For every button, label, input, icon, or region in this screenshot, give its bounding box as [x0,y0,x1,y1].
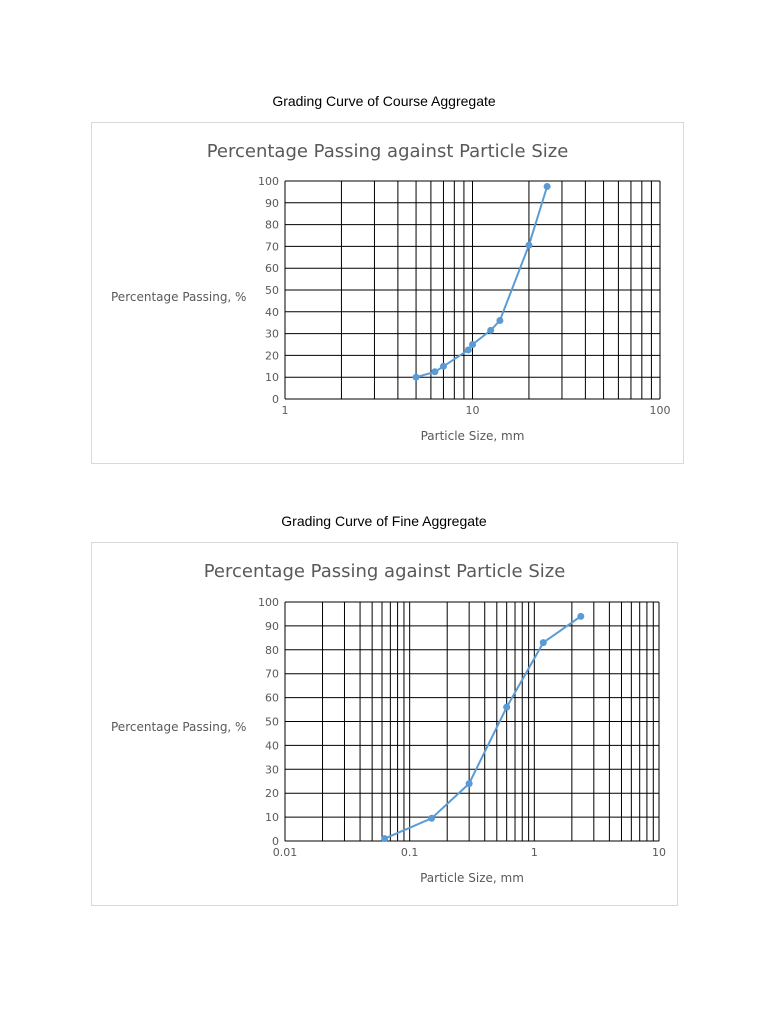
series-line [384,615,582,840]
y-tick-label: 20 [265,787,279,800]
y-tick-label: 60 [265,692,279,705]
x-tick-label: 1 [531,846,538,859]
y-tick-label: 90 [265,197,279,210]
y-tick-label: 90 [265,620,279,633]
y-tick-label: 70 [265,240,279,253]
data-point [543,182,551,190]
data-point [464,346,472,354]
data-point [439,362,447,370]
data-point [577,612,585,620]
data-point [465,780,473,788]
series-line [415,186,549,379]
x-tick-label: 0.1 [401,846,419,859]
y-tick-label: 60 [265,262,279,275]
y-tick-label: 0 [272,393,279,406]
y-axis-label: Percentage Passing, % [111,720,246,734]
y-tick-label: 10 [265,811,279,824]
x-axis-label: Particle Size, mm [420,871,524,885]
y-tick-label: 40 [265,306,279,319]
data-point [525,241,533,249]
coarse-aggregate-caption: Grading Curve of Course Aggregate [272,93,496,109]
data-point [428,814,436,822]
data-point [412,373,420,381]
y-tick-label: 10 [265,371,279,384]
y-tick-label: 80 [265,644,279,657]
x-tick-label: 1 [282,404,289,417]
chart-title: Percentage Passing against Particle Size [207,141,569,162]
y-tick-label: 0 [272,835,279,848]
data-point [431,368,439,376]
y-tick-label: 100 [258,175,279,188]
y-tick-label: 50 [265,716,279,729]
data-point [496,317,504,325]
y-tick-label: 30 [265,763,279,776]
y-tick-label: 70 [265,668,279,681]
y-tick-label: 50 [265,284,279,297]
data-point [539,639,547,647]
x-axis-label: Particle Size, mm [421,429,525,443]
chart-title: Percentage Passing against Particle Size [204,561,566,582]
fine-aggregate-chart: Percentage Passing against Particle Size… [91,542,678,906]
fine-aggregate-chart-svg: Percentage Passing against Particle Size… [111,561,666,885]
x-tick-label: 100 [650,404,671,417]
gridlines [284,601,660,842]
y-tick-label: 30 [265,328,279,341]
data-point [381,835,389,843]
x-tick-label: 10 [652,846,666,859]
fine-aggregate-caption: Grading Curve of Fine Aggregate [281,513,487,529]
coarse-aggregate-chart: Percentage Passing against Particle Size… [91,122,684,464]
y-axis-label: Percentage Passing, % [111,290,246,304]
gridlines [284,180,661,400]
y-tick-label: 40 [265,739,279,752]
y-tick-label: 100 [258,596,279,609]
x-tick-label: 10 [466,404,480,417]
x-tick-label: 0.01 [273,846,298,859]
coarse-aggregate-chart-svg: Percentage Passing against Particle Size… [111,141,671,443]
data-point [487,326,495,334]
data-point [503,703,511,711]
y-tick-label: 80 [265,219,279,232]
y-tick-label: 20 [265,349,279,362]
data-point [469,341,476,348]
